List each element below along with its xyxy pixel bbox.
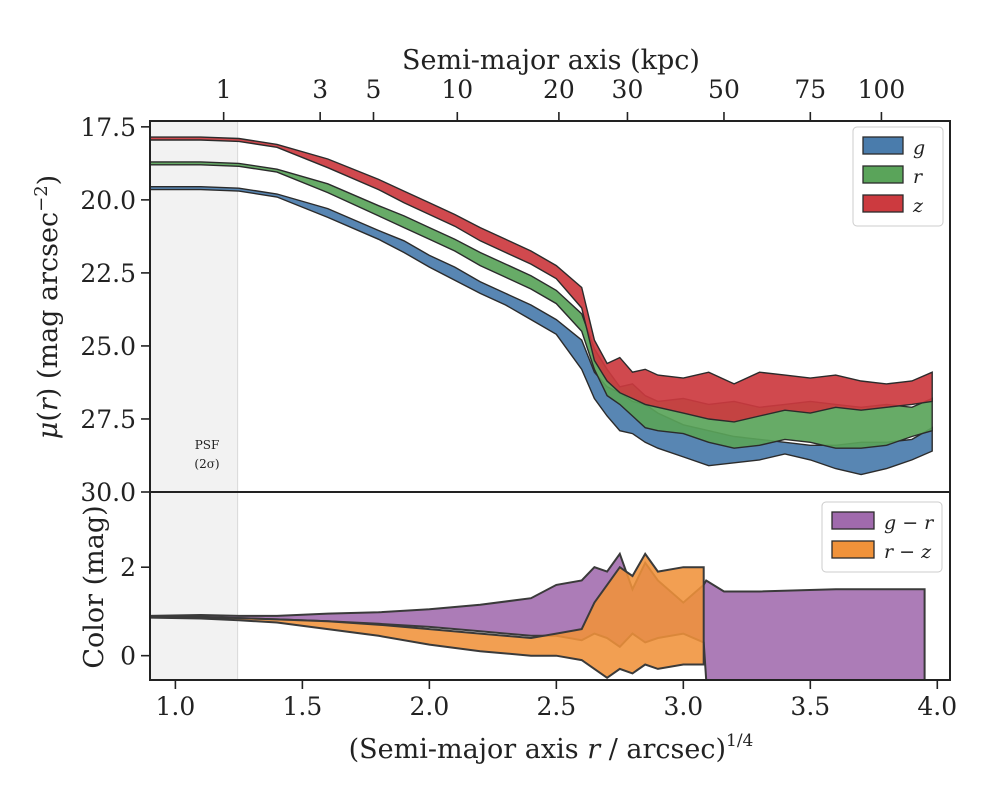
- bottom-x-tick-label: 2.0: [409, 692, 449, 721]
- series-band-z: [150, 136, 933, 423]
- bottom-x-tick-label: 1.5: [282, 692, 322, 721]
- top-y-tick-label: 27.5: [80, 405, 136, 434]
- top-kpc-tick-label: 100: [858, 75, 906, 104]
- top-y-tick-label: 30.0: [80, 478, 136, 507]
- top-kpc-ticks: 1 3 5 10 20 30 50 75 100: [216, 75, 906, 121]
- bottom-x-axis-label: (Semi-major axis r / arcsec)1/4: [349, 731, 754, 765]
- top-y-ticks: 17.5 20.0 22.5 25.0 27.5 30.0: [80, 113, 150, 507]
- color-band-g-r: [150, 551, 926, 680]
- top-kpc-tick-label: 3: [312, 75, 328, 104]
- top-kpc-tick-label: 30: [612, 75, 644, 104]
- bottom-y-tick-label: 0: [120, 642, 136, 671]
- top-y-tick-label: 20.0: [80, 186, 136, 215]
- psf-region-bottom: [150, 492, 238, 680]
- psf-label-line1: PSF: [195, 438, 220, 452]
- top-kpc-tick-label: 10: [441, 75, 473, 104]
- series-band-r: [150, 161, 933, 449]
- top-y-tick-label: 17.5: [80, 113, 136, 142]
- top-y-tick-label: 22.5: [80, 259, 136, 288]
- bottom-legend: g − r r − z: [821, 501, 943, 573]
- legend-swatch-g-r: [831, 511, 875, 530]
- bottom-y-tick-label: 2: [120, 553, 136, 582]
- legend-swatch-r-z: [831, 540, 875, 559]
- top-kpc-tick-label: 1: [216, 75, 232, 104]
- psf-label-line2: (2σ): [194, 457, 219, 471]
- bottom-panel-frame: [149, 491, 951, 681]
- psf-region-top: [150, 121, 238, 492]
- legend-label-r: r: [913, 166, 924, 188]
- legend-swatch-r: [862, 165, 904, 184]
- legend-label-r-z: r − z: [884, 541, 932, 563]
- top-y-tick-label: 25.0: [80, 332, 136, 361]
- legend-label-z: z: [912, 195, 924, 217]
- legend-label-g: g: [913, 137, 925, 159]
- bottom-x-tick-label: 3.5: [790, 692, 830, 721]
- bottom-series-group: [150, 551, 926, 680]
- top-y-axis-label: μ(r) (mag arcsec−2): [31, 175, 64, 439]
- legend-swatch-g: [862, 136, 904, 155]
- color-band-r-z: [150, 552, 705, 680]
- top-kpc-tick-label: 5: [366, 75, 382, 104]
- top-kpc-tick-label: 75: [794, 75, 826, 104]
- legend-swatch-z: [862, 194, 904, 213]
- bottom-x-tick-label: 4.0: [917, 692, 957, 721]
- bottom-x-ticks: 1.0 1.5 2.0 2.5 3.0 3.5 4.0: [156, 680, 957, 721]
- bottom-x-tick-label: 1.0: [156, 692, 196, 721]
- top-legend: grz: [852, 126, 944, 227]
- top-panel: 17.5 20.0 22.5 25.0 27.5 30.0 1 3 5 10 20 30 50 75 10…: [80, 45, 951, 507]
- bottom-x-tick-label: 3.0: [663, 692, 703, 721]
- legend-label-g-r: g − r: [884, 512, 935, 534]
- bottom-panel: 02 1.0 1.5 2.0 2.5 3.0 3.5 4.0 g − rr − z: [120, 491, 957, 721]
- top-series-group: [150, 136, 933, 476]
- top-kpc-tick-label: 20: [543, 75, 575, 104]
- bottom-y-ticks: 02: [120, 553, 150, 671]
- top-kpc-tick-label: 50: [708, 75, 740, 104]
- bottom-x-tick-label: 2.5: [536, 692, 576, 721]
- bottom-y-axis-label: Color (mag): [79, 505, 110, 668]
- top-x-axis-label: Semi-major axis (kpc): [402, 45, 700, 76]
